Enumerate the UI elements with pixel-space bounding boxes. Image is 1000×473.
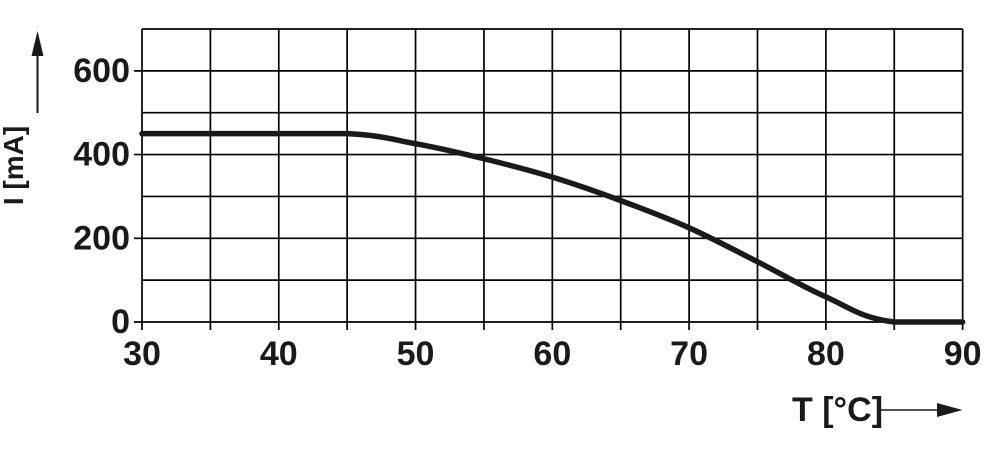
svg-text:60: 60 [533, 335, 571, 373]
svg-text:40: 40 [260, 335, 298, 373]
svg-text:70: 70 [670, 335, 708, 373]
svg-text:90: 90 [944, 335, 982, 373]
svg-text:600: 600 [73, 52, 130, 90]
svg-text:I [mA]: I [mA] [0, 126, 29, 205]
svg-text:400: 400 [73, 136, 130, 174]
svg-text:T [°C]: T [°C] [792, 391, 883, 429]
svg-text:30: 30 [123, 335, 161, 373]
svg-text:50: 50 [397, 335, 435, 373]
svg-text:80: 80 [807, 335, 845, 373]
svg-text:200: 200 [73, 219, 130, 257]
